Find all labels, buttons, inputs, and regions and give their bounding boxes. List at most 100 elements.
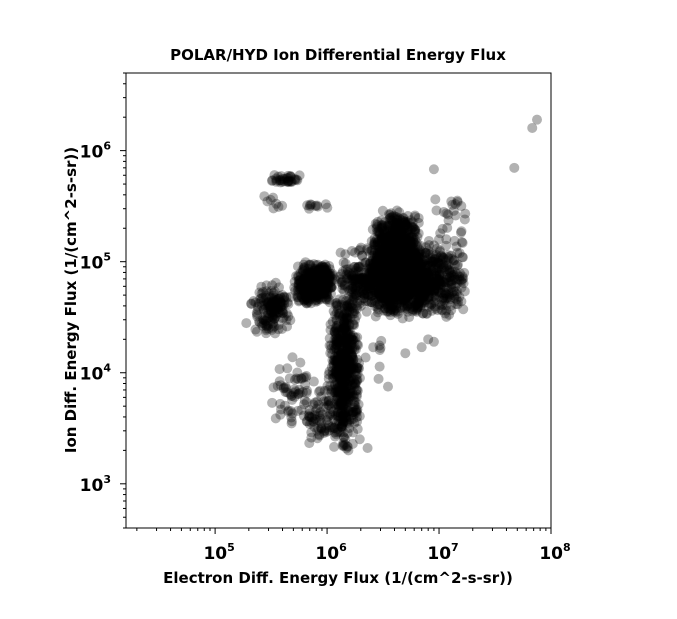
data-point [343,354,354,365]
data-point [397,288,408,299]
data-point [383,267,394,278]
data-point [367,290,378,301]
data-point [392,274,403,285]
data-point [335,360,346,371]
data-point [339,309,350,320]
data-point [422,268,433,279]
data-point [405,302,416,313]
data-point [340,295,351,306]
data-point [340,332,351,343]
data-point [419,297,430,308]
data-point [342,402,353,413]
data-point [384,272,395,283]
data-point [389,261,400,272]
data-point [347,299,358,310]
data-point [344,414,355,425]
data-point [397,286,408,297]
data-point [385,274,396,285]
data-point [338,320,349,331]
data-point [387,282,398,293]
data-point [407,266,418,277]
data-point [336,381,347,392]
data-point [265,304,276,315]
data-point [330,351,341,362]
data-point [446,282,457,293]
data-point [348,414,359,425]
data-point [382,272,393,283]
data-point [333,419,344,430]
data-point [418,308,429,319]
data-point [395,303,406,314]
data-point [443,259,454,270]
data-point [448,286,459,297]
data-point [339,391,350,402]
data-point [449,259,460,270]
data-point [338,417,349,428]
data-point [400,348,411,359]
data-point [337,410,348,421]
data-point [347,363,358,374]
data-point [349,306,360,317]
data-point [325,348,336,359]
data-point [327,349,338,360]
data-point [438,262,449,273]
data-point [364,297,375,308]
data-point [334,400,345,411]
data-point [351,411,362,422]
data-point [409,278,420,289]
data-point [397,254,408,265]
data-point [331,320,342,331]
data-point [355,284,366,295]
data-point [326,343,337,354]
data-point [376,291,387,302]
data-point [341,301,352,312]
data-point [330,401,341,412]
data-point [382,290,393,301]
data-point [392,267,403,278]
data-point [380,296,391,307]
data-point [342,273,353,284]
data-point [329,326,340,337]
data-point [410,286,421,297]
data-point [346,354,357,365]
data-point [385,282,396,293]
data-point [347,379,358,390]
data-point [431,273,442,284]
data-point [346,334,357,345]
data-point [455,275,466,286]
data-point [340,314,351,325]
data-point [343,381,354,392]
data-point [331,363,342,374]
data-point [384,245,395,256]
data-point [438,292,449,303]
data-point [380,262,391,273]
data-point [451,286,462,297]
data-point [403,269,414,280]
data-point [333,350,344,361]
data-point [342,335,353,346]
data-point [336,348,347,359]
data-point [343,367,354,378]
data-point [443,253,454,264]
data-point [399,293,410,304]
data-point [371,287,382,298]
data-point [334,374,345,385]
data-point [349,396,360,407]
data-point [359,275,370,286]
data-point [416,271,427,282]
data-point [341,311,352,322]
data-point [438,276,449,287]
data-point [410,275,421,286]
data-point [342,345,353,356]
data-point [431,265,442,276]
data-point [448,255,459,266]
data-point [403,274,414,285]
data-point [332,334,343,345]
data-point [338,328,349,339]
data-point [333,387,344,398]
data-point [332,326,343,337]
data-point [389,256,400,267]
data-point [409,267,420,278]
data-point [274,364,285,375]
data-point [408,255,419,266]
